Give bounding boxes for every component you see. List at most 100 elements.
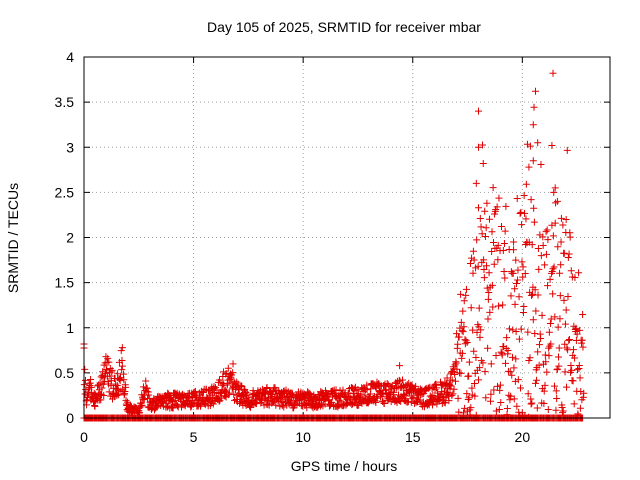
data-point	[553, 197, 561, 205]
data-point	[514, 276, 522, 284]
data-point	[483, 262, 491, 270]
data-point	[363, 386, 371, 394]
data-point	[90, 398, 98, 406]
data-point	[564, 293, 572, 301]
data-point	[462, 291, 470, 299]
data-point	[530, 103, 538, 111]
data-point	[547, 315, 555, 323]
data-point	[499, 247, 507, 255]
data-point	[455, 333, 463, 341]
data-point	[111, 380, 119, 388]
data-point	[458, 327, 466, 335]
data-point	[562, 306, 570, 314]
data-point	[563, 146, 571, 154]
data-point	[479, 141, 487, 149]
data-point	[542, 228, 550, 236]
data-point	[224, 364, 232, 372]
data-point	[488, 248, 496, 256]
data-point	[571, 273, 579, 281]
data-point	[378, 390, 386, 398]
data-point	[529, 290, 537, 298]
data-point	[190, 388, 198, 396]
data-point	[328, 398, 336, 406]
data-point	[561, 368, 569, 376]
data-point	[81, 365, 89, 373]
data-point	[103, 366, 111, 374]
data-point	[498, 351, 506, 359]
y-tick-label: 2.5	[55, 184, 75, 200]
data-point	[569, 346, 577, 354]
data-point	[549, 290, 557, 298]
data-point	[481, 207, 489, 215]
data-point	[506, 325, 514, 333]
data-point	[578, 336, 586, 344]
data-point	[560, 249, 568, 257]
data-point	[96, 379, 104, 387]
data-point	[503, 405, 511, 413]
data-point	[541, 351, 549, 359]
data-point	[537, 160, 545, 168]
data-point	[508, 353, 516, 361]
data-point	[372, 399, 380, 407]
data-point	[519, 273, 527, 281]
data-point	[552, 199, 560, 207]
data-point	[512, 327, 520, 335]
data-point	[454, 340, 462, 348]
data-point	[154, 401, 162, 409]
data-point	[527, 291, 535, 299]
data-point	[509, 269, 517, 277]
data-point	[498, 223, 506, 231]
data-point	[441, 378, 449, 386]
data-point	[430, 394, 438, 402]
data-point	[438, 399, 446, 407]
data-point	[551, 184, 559, 192]
data-point	[481, 368, 489, 376]
data-point	[509, 326, 517, 334]
y-tick-label: 1	[66, 320, 74, 336]
data-point	[546, 320, 554, 328]
data-point	[396, 362, 404, 370]
data-point	[576, 374, 584, 382]
data-point	[535, 361, 543, 369]
data-point	[466, 259, 474, 267]
data-point	[542, 358, 550, 366]
data-point	[513, 195, 521, 203]
data-point	[510, 246, 518, 254]
data-point	[352, 395, 360, 403]
x-tick-label: 20	[515, 429, 531, 445]
data-point	[493, 382, 501, 390]
data-point	[522, 180, 530, 188]
data-point	[576, 404, 584, 412]
data-point	[122, 383, 130, 391]
data-point	[530, 204, 538, 212]
data-point	[533, 404, 541, 412]
data-point	[495, 302, 503, 310]
data-point	[459, 307, 467, 315]
data-point	[568, 366, 576, 374]
data-point	[465, 372, 473, 380]
data-point	[450, 385, 458, 393]
data-point	[145, 391, 153, 399]
data-point	[477, 326, 485, 334]
data-point	[512, 355, 520, 363]
data-point	[488, 228, 496, 236]
data-point	[506, 368, 514, 376]
data-point	[492, 351, 500, 359]
data-point	[576, 326, 584, 334]
data-point	[565, 250, 573, 258]
data-point	[280, 403, 288, 411]
data-point	[549, 232, 557, 240]
data-point	[489, 303, 497, 311]
chart-title: Day 105 of 2025, SRMTID for receiver mba…	[207, 19, 481, 35]
data-point	[439, 392, 447, 400]
data-point	[475, 204, 482, 212]
x-tick-label: 0	[80, 429, 88, 445]
data-point	[447, 382, 455, 390]
data-point	[512, 280, 520, 288]
data-point	[287, 398, 295, 406]
data-point	[143, 384, 151, 392]
data-point	[508, 371, 516, 379]
data-point	[469, 247, 477, 255]
data-point	[525, 163, 533, 171]
data-point	[462, 285, 470, 293]
